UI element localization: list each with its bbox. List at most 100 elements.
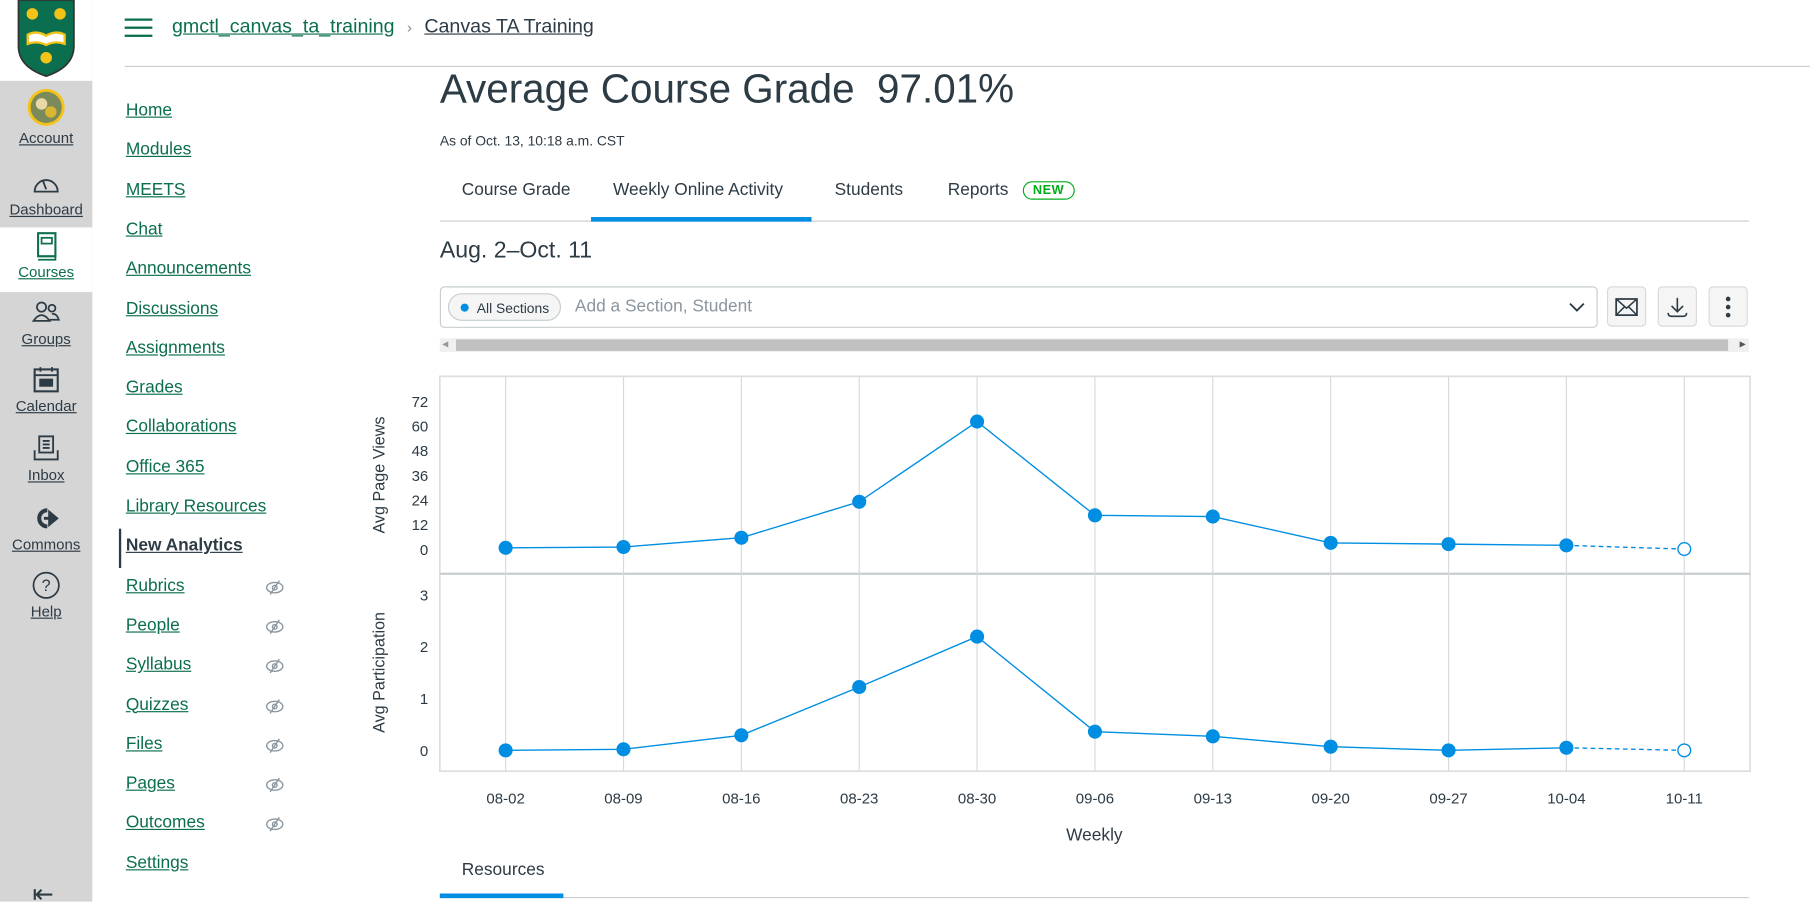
inbox-icon <box>33 435 59 461</box>
calendar-icon <box>33 367 59 393</box>
breadcrumb-course-link[interactable]: gmctl_canvas_ta_training <box>172 15 395 37</box>
course-nav-office-365[interactable]: Office 365 <box>125 456 205 477</box>
scroll-right-icon[interactable]: ▶ <box>1739 340 1746 349</box>
global-nav-calendar[interactable]: Calendar <box>0 365 92 415</box>
message-students-button[interactable] <box>1606 286 1647 327</box>
partial-week-line <box>1566 747 1685 752</box>
y-tick-label: 72 <box>412 394 429 411</box>
series-line <box>505 420 1567 549</box>
course-nav-library-resources[interactable]: Library Resources <box>125 496 267 517</box>
course-nav-announcements[interactable]: Announcements <box>125 258 251 279</box>
chip-label: All Sections <box>476 300 550 317</box>
x-tick-label: 08-09 <box>604 790 642 807</box>
global-nav-groups[interactable]: Groups <box>0 298 92 347</box>
collapse-nav-icon[interactable]: ⇤ <box>32 879 54 909</box>
course-nav-discussions[interactable]: Discussions <box>125 298 219 319</box>
y-tick-label: 12 <box>412 517 429 534</box>
global-nav-label: Courses <box>18 263 75 281</box>
data-point <box>616 539 631 555</box>
section-student-filter[interactable]: All Sections Add a Section, Student <box>439 286 1598 328</box>
y-tick-label: 0 <box>420 743 428 760</box>
course-nav-meets[interactable]: MEETS <box>125 179 186 200</box>
global-nav-account[interactable]: Account <box>0 88 92 147</box>
data-point <box>1559 538 1574 553</box>
chip-dot-icon <box>460 303 469 312</box>
course-nav-files[interactable]: Files <box>125 733 163 754</box>
course-nav-grades[interactable]: Grades <box>125 377 183 398</box>
breadcrumb-current[interactable]: Canvas TA Training <box>424 15 594 37</box>
partial-data-point <box>1677 542 1692 557</box>
tab-resources[interactable]: Resources <box>461 860 545 880</box>
global-nav-help[interactable]: ? Help <box>0 570 92 620</box>
global-nav-label: Commons <box>11 535 81 553</box>
y-tick-label: 36 <box>412 468 429 485</box>
partial-data-point <box>1677 743 1692 758</box>
active-tab-indicator <box>591 217 812 222</box>
global-nav-inbox[interactable]: Inbox <box>0 434 92 484</box>
hidden-eye-slash-icon <box>265 658 284 674</box>
data-point <box>1441 743 1456 758</box>
global-nav-commons[interactable]: Commons <box>0 503 92 553</box>
course-nav-settings[interactable]: Settings <box>125 852 189 873</box>
header-divider <box>124 65 1810 67</box>
global-nav-label: Inbox <box>27 466 65 484</box>
course-nav-home[interactable]: Home <box>125 100 173 121</box>
course-nav-people[interactable]: People <box>125 615 180 635</box>
hamburger-menu-button[interactable] <box>124 18 153 37</box>
global-nav-label: Dashboard <box>9 200 83 219</box>
tab-course-grade[interactable]: Course Grade <box>461 180 571 200</box>
x-tick-label: 08-30 <box>958 790 996 807</box>
breadcrumb-separator: › <box>406 18 412 36</box>
courses-icon <box>37 232 57 261</box>
global-nav-courses[interactable]: Courses <box>0 227 93 293</box>
global-nav-dashboard[interactable]: Dashboard <box>0 169 92 219</box>
tab-weekly-online-activity[interactable]: Weekly Online Activity <box>612 180 784 200</box>
hidden-eye-slash-icon <box>265 619 284 635</box>
hidden-eye-slash-icon <box>265 817 284 833</box>
y-tick-label: 48 <box>412 443 429 460</box>
horizontal-scrollbar[interactable]: ◀ ▶ <box>439 338 1749 353</box>
course-nav-assignments[interactable]: Assignments <box>125 338 225 358</box>
tab-reports[interactable]: Reports NEW <box>948 180 1075 200</box>
hidden-eye-slash-icon <box>265 579 284 595</box>
y-axis-title: Avg Participation <box>370 612 388 733</box>
global-nav-label: Account <box>19 129 74 147</box>
data-point <box>1205 509 1220 524</box>
course-nav-quizzes[interactable]: Quizzes <box>125 694 189 714</box>
course-nav-pages[interactable]: Pages <box>125 773 175 794</box>
chevron-down-icon[interactable] <box>1569 301 1585 313</box>
data-point <box>498 540 513 555</box>
data-point <box>734 530 749 545</box>
y-axis-title: Avg Page Views <box>370 417 388 534</box>
scrollbar-thumb[interactable] <box>455 339 1729 351</box>
course-nav-modules[interactable]: Modules <box>125 140 192 160</box>
data-point <box>1323 535 1338 550</box>
filter-chip-all-sections[interactable]: All Sections <box>447 293 561 321</box>
course-nav-rubrics[interactable]: Rubrics <box>125 575 185 596</box>
university-logo[interactable] <box>0 0 93 81</box>
course-nav-new-analytics[interactable]: New Analytics <box>125 535 243 556</box>
data-point <box>1087 508 1102 523</box>
kebab-menu-icon <box>1725 296 1731 317</box>
resources-divider <box>439 896 1749 899</box>
partial-week-line <box>1566 544 1685 550</box>
course-nav-syllabus[interactable]: Syllabus <box>125 654 192 675</box>
data-point <box>852 494 867 509</box>
global-nav-label: Calendar <box>15 397 77 415</box>
scroll-left-icon[interactable]: ◀ <box>442 340 449 349</box>
course-nav-collaborations[interactable]: Collaborations <box>125 417 237 437</box>
more-options-button[interactable] <box>1708 286 1748 327</box>
course-nav-chat[interactable]: Chat <box>125 219 163 239</box>
data-point <box>1087 724 1102 739</box>
download-icon <box>1667 297 1688 317</box>
data-point <box>1205 729 1220 744</box>
average-grade-value: 97.01% <box>877 66 1015 112</box>
new-badge: NEW <box>1022 181 1075 200</box>
tab-students[interactable]: Students <box>834 180 903 200</box>
x-tick-label: 09-06 <box>1076 790 1114 807</box>
groups-icon <box>31 301 61 322</box>
weekly-activity-chart: 08-02 08-09 08-16 08-23 08-30 09-06 09-13 09-20… <box>370 375 1751 844</box>
download-button[interactable] <box>1657 286 1697 327</box>
y-tick-label: 24 <box>412 492 429 509</box>
course-nav-outcomes[interactable]: Outcomes <box>125 813 205 833</box>
